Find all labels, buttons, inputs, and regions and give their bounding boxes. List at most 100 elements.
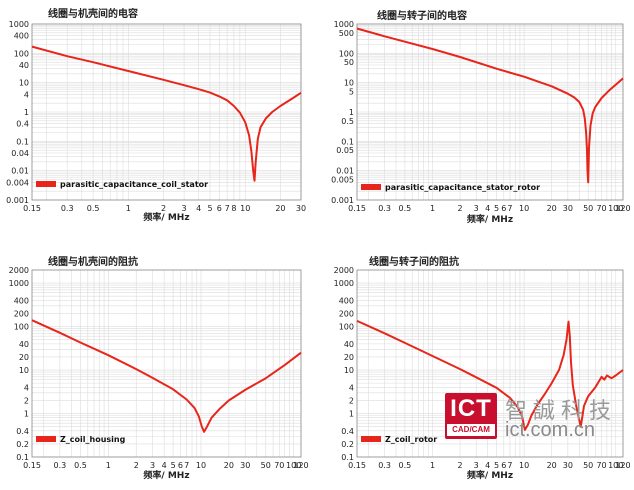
x-tick-label: 4	[485, 204, 490, 213]
y-tick-label: 100	[14, 49, 29, 58]
x-tick-label: 30	[296, 204, 306, 213]
x-tick-label: 0.3	[378, 204, 391, 213]
legend-swatch	[361, 436, 381, 442]
x-tick-label: 50	[583, 461, 593, 470]
plot-frame	[31, 269, 302, 458]
x-tick-label: 7	[507, 204, 512, 213]
plot-area	[32, 270, 301, 457]
chart-title: 线圈与机壳间的阻抗	[48, 255, 138, 268]
x-tick-label: 5	[207, 204, 212, 213]
y-tick-label: 4	[24, 90, 29, 99]
y-tick-label: 20	[344, 353, 354, 362]
y-tick-label: 1000	[9, 279, 29, 288]
ict-watermark: ICT CAD/CAM 智誠科技 ict.com.cn	[445, 393, 630, 443]
y-tick-label: 5	[349, 87, 354, 96]
x-tick-label: 120	[615, 461, 630, 470]
y-tick-label: 200	[14, 309, 29, 318]
x-tick-label: 4	[196, 204, 201, 213]
y-tick-label: 0.001	[331, 196, 354, 205]
x-tick-label: 4	[485, 461, 490, 470]
x-tick-label: 0.3	[378, 461, 391, 470]
ict-logo-text: ICT	[450, 395, 492, 422]
x-tick-label: 50	[583, 204, 593, 213]
y-tick-label: 0.4	[341, 427, 354, 436]
y-tick-label: 0.4	[16, 427, 29, 436]
y-tick-label: 0.5	[341, 117, 354, 126]
x-tick-label: 0.5	[87, 204, 100, 213]
legend-swatch	[36, 181, 56, 187]
x-tick-label: 70	[274, 461, 284, 470]
x-tick-label: 0.15	[348, 204, 366, 213]
y-tick-label: 1000	[334, 20, 354, 29]
plot-frame	[356, 23, 624, 201]
x-tick-label: 2	[458, 204, 463, 213]
y-tick-label: 0.1	[16, 137, 29, 146]
x-tick-label: 5	[494, 461, 499, 470]
x-tick-label: 7	[225, 204, 230, 213]
y-tick-label: 100	[339, 323, 354, 332]
y-tick-label: 0.4	[16, 120, 29, 129]
y-tick-label: 0.001	[6, 196, 29, 205]
y-tick-label: 1	[24, 108, 29, 117]
x-tick-label: 6	[501, 461, 506, 470]
x-tick-label: 50	[261, 461, 271, 470]
y-tick-label: 0.1	[341, 137, 354, 146]
x-tick-label: 6	[217, 204, 222, 213]
x-tick-label: 20	[547, 461, 557, 470]
y-tick-label: 10	[344, 79, 354, 88]
chart-title: 线圈与转子间的电容	[377, 9, 467, 22]
y-tick-label: 0.2	[16, 440, 29, 449]
series-line	[31, 45, 302, 182]
x-axis-label: 频率/ MHz	[143, 211, 189, 223]
legend-swatch	[361, 184, 381, 190]
y-tick-label: 1	[24, 410, 29, 419]
x-tick-label: 0.15	[23, 461, 41, 470]
x-tick-label: 10	[196, 461, 206, 470]
y-tick-label: 10	[19, 366, 29, 375]
y-tick-label: 0.1	[16, 453, 29, 462]
legend-label: parasitic_capacitance_stator_rotor	[385, 183, 540, 192]
x-tick-label: 6	[178, 461, 183, 470]
chart-impedance-coil-housing: 2000 1000 400 200 100 40 20 10 4 2 1 0.4 0.2 0.10.15 0…	[9, 255, 309, 481]
y-tick-label: 0.01	[11, 167, 29, 176]
x-tick-label: 120	[615, 204, 630, 213]
y-tick-label: 1	[349, 410, 354, 419]
y-tick-label: 0.005	[331, 175, 354, 184]
x-tick-label: 30	[563, 461, 573, 470]
y-tick-label: 0.04	[11, 149, 29, 158]
y-tick-label: 0.01	[336, 167, 354, 176]
x-tick-label: 7	[184, 461, 189, 470]
x-tick-label: 120	[293, 461, 308, 470]
x-tick-label: 7	[507, 461, 512, 470]
series-line	[356, 27, 624, 184]
y-tick-label: 50	[344, 58, 354, 67]
x-axis-label: 频率/ MHz	[467, 469, 513, 481]
x-tick-label: 2	[458, 461, 463, 470]
chart-capacitance-stator-rotor: 10005001005010510.50.10.050.010.0050.001…	[331, 9, 631, 225]
x-tick-label: 0.5	[399, 204, 412, 213]
y-tick-label: 0.004	[6, 178, 29, 187]
plot-frame	[31, 23, 302, 201]
x-tick-label: 20	[547, 204, 557, 213]
y-tick-label: 100	[339, 49, 354, 58]
x-tick-label: 3	[474, 204, 479, 213]
y-tick-label: 2	[349, 396, 354, 405]
y-tick-label: 0.1	[341, 453, 354, 462]
x-axis-label: 频率/ MHz	[143, 469, 189, 481]
x-tick-label: 5	[494, 204, 499, 213]
x-tick-label: 4	[162, 461, 167, 470]
chart-title: 线圈与转子间的阻抗	[369, 255, 459, 268]
x-tick-label: 0.15	[23, 204, 41, 213]
ict-logo: ICT CAD/CAM	[445, 393, 497, 439]
y-tick-label: 2000	[334, 266, 354, 275]
y-tick-label: 40	[19, 61, 29, 70]
x-tick-label: 0.3	[54, 461, 67, 470]
x-tick-label: 10	[519, 204, 529, 213]
y-tick-label: 40	[344, 340, 354, 349]
chart-impedance-coil-rotor: 2000 1000 400 200 100 40 20 10 4 2 1 0.4 0.2 0.10.15 0…	[334, 255, 631, 481]
y-tick-label: 400	[339, 296, 354, 305]
ict-website: ict.com.cn	[505, 419, 596, 441]
x-axis-label: 频率/ MHz	[467, 213, 513, 225]
x-tick-label: 0.3	[61, 204, 74, 213]
y-tick-label: 400	[14, 32, 29, 41]
